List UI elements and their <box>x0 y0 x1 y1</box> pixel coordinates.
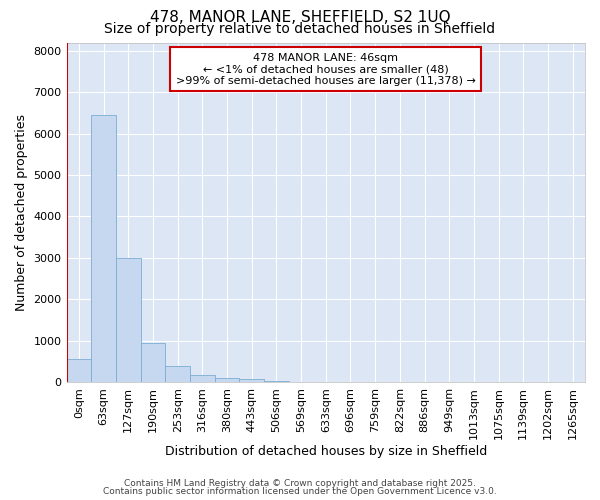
Bar <box>140 342 165 382</box>
Text: Contains HM Land Registry data © Crown copyright and database right 2025.: Contains HM Land Registry data © Crown c… <box>124 478 476 488</box>
Text: 478 MANOR LANE: 46sqm
← <1% of detached houses are smaller (48)
>99% of semi-det: 478 MANOR LANE: 46sqm ← <1% of detached … <box>176 52 476 86</box>
Bar <box>116 258 140 382</box>
Bar <box>264 381 289 382</box>
Text: 478, MANOR LANE, SHEFFIELD, S2 1UQ: 478, MANOR LANE, SHEFFIELD, S2 1UQ <box>149 10 451 25</box>
X-axis label: Distribution of detached houses by size in Sheffield: Distribution of detached houses by size … <box>164 444 487 458</box>
Bar <box>91 115 116 382</box>
Text: Contains public sector information licensed under the Open Government Licence v3: Contains public sector information licen… <box>103 487 497 496</box>
Bar <box>215 378 239 382</box>
Y-axis label: Number of detached properties: Number of detached properties <box>15 114 28 311</box>
Bar <box>67 360 91 382</box>
Text: Size of property relative to detached houses in Sheffield: Size of property relative to detached ho… <box>104 22 496 36</box>
Bar <box>190 374 215 382</box>
Bar <box>165 366 190 382</box>
Bar <box>239 379 264 382</box>
